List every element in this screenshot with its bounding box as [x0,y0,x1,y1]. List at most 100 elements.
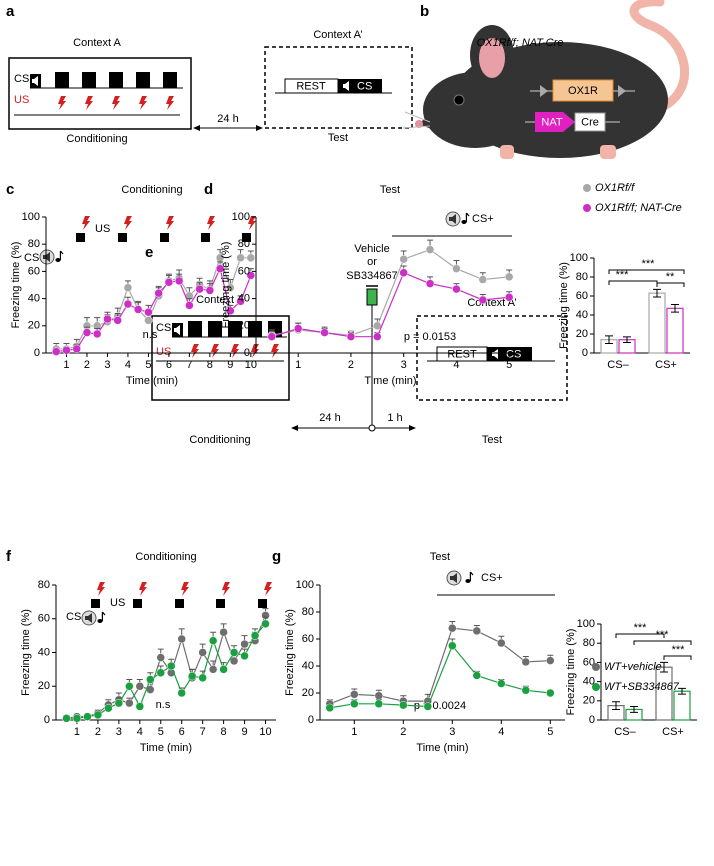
data-point [185,301,194,310]
data-point [374,699,384,709]
x-tick-label: 2 [348,359,354,371]
arrow-head [256,125,263,131]
data-point [83,712,92,721]
data-point [472,626,482,636]
data-point [82,328,92,337]
data-point [399,254,408,264]
annotation: *** [616,269,630,281]
mouse-illustration: OX1Rf/f; NAT-Cre OX1R NAT Cre [402,0,690,159]
x-tick-label: 3 [449,726,455,738]
data-point [261,619,270,629]
data-point [92,329,102,339]
data-point [246,271,256,280]
cs-marker [258,599,267,608]
data-point [250,631,260,640]
x-tick-label: 2 [95,726,101,738]
shock-icon [85,96,93,110]
shock-icon [222,582,230,596]
y-tick-label: 100 [22,211,40,223]
legend-marker [592,663,600,671]
data-point [195,284,204,294]
snout [418,115,440,132]
shock-icon [58,96,66,110]
y-tick-label: 80 [38,579,50,591]
data-point [246,253,256,263]
interval-label: 24 h [217,113,238,125]
data-point [472,671,482,680]
data-point [320,328,329,337]
cs-marker [118,233,127,242]
shock-icon [191,344,199,358]
shock-icon [166,216,174,230]
cs-block [109,72,123,88]
error-bar [612,701,620,710]
data-point [51,347,61,356]
data-point [325,703,335,713]
phase-label: Conditioning [189,434,250,446]
error-bar [660,661,668,673]
protocol-e: Vehicle or SB334867 Context A CS US Cond… [151,243,568,446]
y-tick-label: 100 [577,618,595,630]
data-point [93,710,103,720]
data-point [198,648,207,657]
speaker-icon [446,570,462,586]
whisker [404,111,431,123]
data-point [236,297,245,306]
data-point [350,690,359,699]
shock-icon [264,582,272,596]
y-tick-label: 40 [238,293,250,305]
us-label: US [156,346,171,358]
annotation: ** [666,271,675,283]
context-box [264,46,413,129]
x-tick-label: 2 [400,726,406,738]
y-tick-label: 80 [302,606,314,618]
y-tick-label: 0 [44,714,50,726]
promoter-label: NAT [541,116,562,128]
arrow-head [409,425,416,431]
data-point [187,671,197,681]
data-point [240,651,249,661]
y-axis-label: Freezing time (%) [220,242,232,329]
x-tick-label: 8 [207,359,213,371]
bar [655,666,673,721]
panel-label: d [204,181,213,198]
error-bar [653,288,661,298]
data-point [504,272,514,282]
paw [500,145,514,159]
whisker [402,125,431,129]
annotation: US [110,597,125,609]
speaker-icon [341,79,352,93]
data-point [240,639,249,649]
injection-point [368,424,376,432]
data-point [346,332,356,341]
significance-bracket [656,282,685,287]
promoter-arrow [535,112,575,132]
data-point [146,675,155,684]
x-tick-label: 3 [116,726,122,738]
cs-marker [216,599,225,608]
y-tick-label: 100 [296,579,314,591]
x-tick-label: 1 [74,726,80,738]
cre-box [574,112,606,132]
annotation: CS+ [481,572,503,584]
panel-label: a [6,3,15,20]
y-tick-label: 20 [28,320,40,332]
annotation: *** [672,644,686,656]
data-point [219,628,228,637]
legend-label: WT+vehicle [604,661,662,673]
series-line [329,644,551,709]
eye [453,94,465,106]
data-point [177,634,186,644]
y-tick-label: 20 [583,695,595,707]
x-tick-label: 9 [227,359,233,371]
data-point [135,682,145,691]
data-point [504,292,514,302]
rest-label: REST [447,348,477,360]
rest-label: REST [296,80,326,92]
chart-title: Conditioning [121,184,182,196]
data-point [114,698,124,708]
cs-block [163,72,177,88]
legend-label: OX1Rf/f [595,182,635,194]
data-point [521,657,531,667]
data-point [154,288,163,298]
